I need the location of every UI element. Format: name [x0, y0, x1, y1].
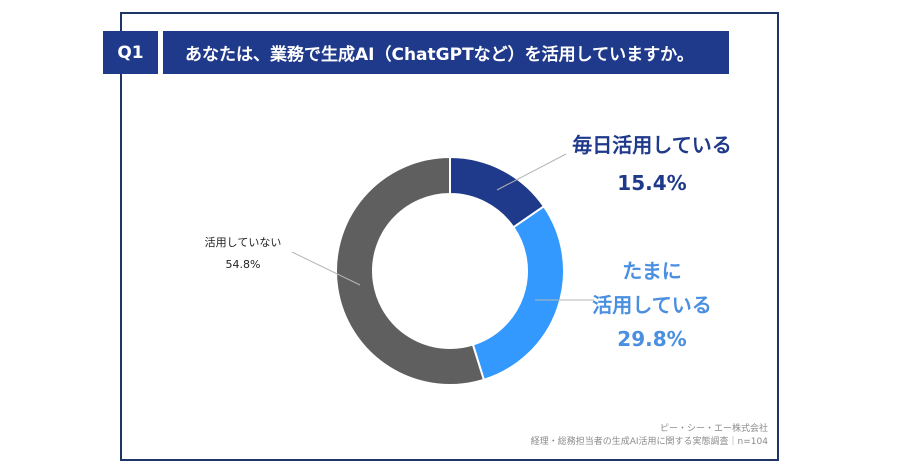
source-survey: 経理・総務担当者の生成AI活用に関する実態調査｜n=104: [530, 437, 768, 447]
label-daily-name: 毎日活用している: [572, 133, 732, 157]
label-never-value: 54.8%: [225, 258, 261, 271]
label-daily: 毎日活用している 15.4%: [566, 126, 738, 202]
leader-line-never: [291, 251, 361, 286]
label-sometimes-name-2: 活用している: [592, 293, 712, 317]
label-sometimes-name-1: たまに: [622, 259, 682, 283]
label-sometimes: たまに 活用している 29.8%: [592, 254, 712, 356]
leader-line-daily: [496, 153, 567, 191]
slice-sometimes: [471, 204, 565, 382]
slice-never: [335, 155, 486, 386]
label-sometimes-value: 29.8%: [617, 327, 687, 351]
question-title: あなたは、業務で生成AI（ChatGPTなど）を活用していますか。: [163, 31, 729, 74]
chart-frame: [120, 12, 779, 461]
source-note: ピー・シー・エー株式会社 経理・総務担当者の生成AI活用に関する実態調査｜n=1…: [531, 423, 768, 449]
label-never-name: 活用していない: [204, 236, 282, 249]
source-company: ピー・シー・エー株式会社: [659, 424, 768, 434]
label-daily-value: 15.4%: [617, 171, 687, 195]
label-never: 活用していない 54.8%: [193, 232, 293, 276]
question-badge: Q1: [103, 31, 158, 74]
